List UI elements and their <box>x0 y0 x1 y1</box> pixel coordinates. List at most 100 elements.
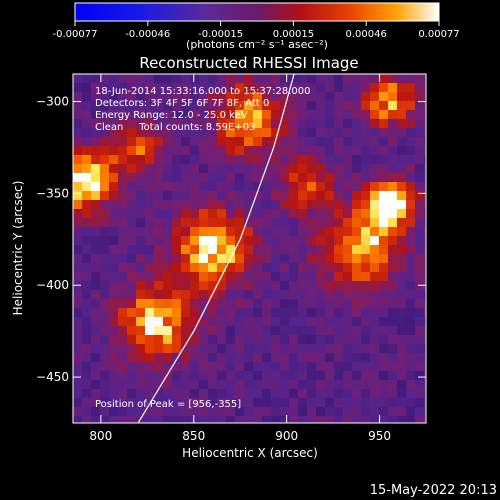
heatmap-cell <box>361 299 371 309</box>
heatmap-cell <box>271 299 281 309</box>
heatmap-cell <box>235 272 245 282</box>
heatmap-cell <box>208 380 218 390</box>
heatmap-cell <box>334 119 344 129</box>
heatmap-cell <box>163 101 173 111</box>
heatmap-cell <box>262 416 272 423</box>
heatmap-cell <box>424 164 426 174</box>
heatmap-cell <box>343 110 353 120</box>
heatmap-cell <box>181 155 191 165</box>
heatmap-cell <box>226 209 236 219</box>
colorbar-ticks: -0.00077 -0.00046 -0.00015 0.00015 0.00046 0.… <box>53 21 460 40</box>
heatmap-cell <box>145 362 155 372</box>
heatmap-cell <box>118 281 128 291</box>
heatmap-cell <box>172 371 182 381</box>
heatmap-cell <box>262 281 272 291</box>
heatmap-cell <box>199 227 209 237</box>
heatmap-cell <box>424 119 426 129</box>
heatmap-cell <box>424 83 426 93</box>
heatmap-cell <box>199 155 209 165</box>
heatmap-cell <box>325 290 335 300</box>
heatmap-cell <box>199 209 209 219</box>
heatmap-cell <box>82 182 92 192</box>
heatmap-cell <box>280 380 290 390</box>
heatmap-cell <box>199 128 209 138</box>
heatmap-cell <box>244 371 254 381</box>
heatmap-cell <box>388 137 398 147</box>
heatmap-cell <box>298 335 308 345</box>
heatmap-cell <box>406 74 416 84</box>
heatmap-cell <box>163 119 173 129</box>
heatmap-cell <box>379 344 389 354</box>
heatmap-cell <box>370 137 380 147</box>
colorbar-units-label: (photons cm⁻² s⁻¹ asec⁻²) <box>186 38 328 51</box>
heatmap-cell <box>235 128 245 138</box>
heatmap-cell <box>145 263 155 273</box>
heatmap-cell <box>154 254 164 264</box>
heatmap-cell <box>370 317 380 327</box>
heatmap-cell <box>424 227 426 237</box>
heatmap-cell <box>217 398 227 408</box>
heatmap-cell <box>289 200 299 210</box>
heatmap-cell <box>154 380 164 390</box>
heatmap-cell <box>253 362 263 372</box>
heatmap-cell <box>199 380 209 390</box>
heatmap-cell <box>82 353 92 363</box>
heatmap-cell <box>298 200 308 210</box>
heatmap-cell <box>82 299 92 309</box>
heatmap-cell <box>127 92 137 102</box>
heatmap-cell <box>235 308 245 318</box>
heatmap-cell <box>334 371 344 381</box>
heatmap-cell <box>253 326 263 336</box>
heatmap-cell <box>163 92 173 102</box>
heatmap-cell <box>109 263 119 273</box>
heatmap-cell <box>262 389 272 399</box>
heatmap-cell <box>262 92 272 102</box>
heatmap-cell <box>397 110 407 120</box>
heatmap-cell <box>235 371 245 381</box>
heatmap-cell <box>199 119 209 129</box>
heatmap-cell <box>208 128 218 138</box>
heatmap-cell <box>91 155 101 165</box>
heatmap-cell <box>136 227 146 237</box>
heatmap-cell <box>91 245 101 255</box>
heatmap-cell <box>217 344 227 354</box>
heatmap-cell <box>118 128 128 138</box>
heatmap-cell <box>316 227 326 237</box>
heatmap-cell <box>226 128 236 138</box>
heatmap-cell <box>235 191 245 201</box>
heatmap-cell <box>271 119 281 129</box>
heatmap-cell <box>280 416 290 423</box>
heatmap-cell <box>271 209 281 219</box>
heatmap-cell <box>91 218 101 228</box>
heatmap-cell <box>316 119 326 129</box>
heatmap-cell <box>406 290 416 300</box>
heatmap-cell <box>316 191 326 201</box>
heatmap-cell <box>388 398 398 408</box>
heatmap-cell <box>82 371 92 381</box>
heatmap-cell <box>145 191 155 201</box>
heatmap-cell <box>262 146 272 156</box>
heatmap-cell <box>163 182 173 192</box>
heatmap-cell <box>235 389 245 399</box>
heatmap-cell <box>217 281 227 291</box>
heatmap-cell <box>415 416 425 423</box>
heatmap-cell <box>415 398 425 408</box>
heatmap-cell <box>361 137 371 147</box>
heatmap-cell <box>343 137 353 147</box>
heatmap-cell <box>226 74 236 84</box>
heatmap-cell <box>163 416 173 423</box>
heatmap-cell <box>235 101 245 111</box>
heatmap-cell <box>217 416 227 423</box>
heatmap-cell <box>154 326 164 336</box>
heatmap-cell <box>163 245 173 255</box>
heatmap-cell <box>235 398 245 408</box>
heatmap-cell <box>82 191 92 201</box>
heatmap-cell <box>307 371 317 381</box>
heatmap-cell <box>271 335 281 345</box>
heatmap-cell <box>361 317 371 327</box>
heatmap-cell <box>397 137 407 147</box>
heatmap-cell <box>415 128 425 138</box>
heatmap-cell <box>253 308 263 318</box>
heatmap-cell <box>172 272 182 282</box>
heatmap-cell <box>406 110 416 120</box>
